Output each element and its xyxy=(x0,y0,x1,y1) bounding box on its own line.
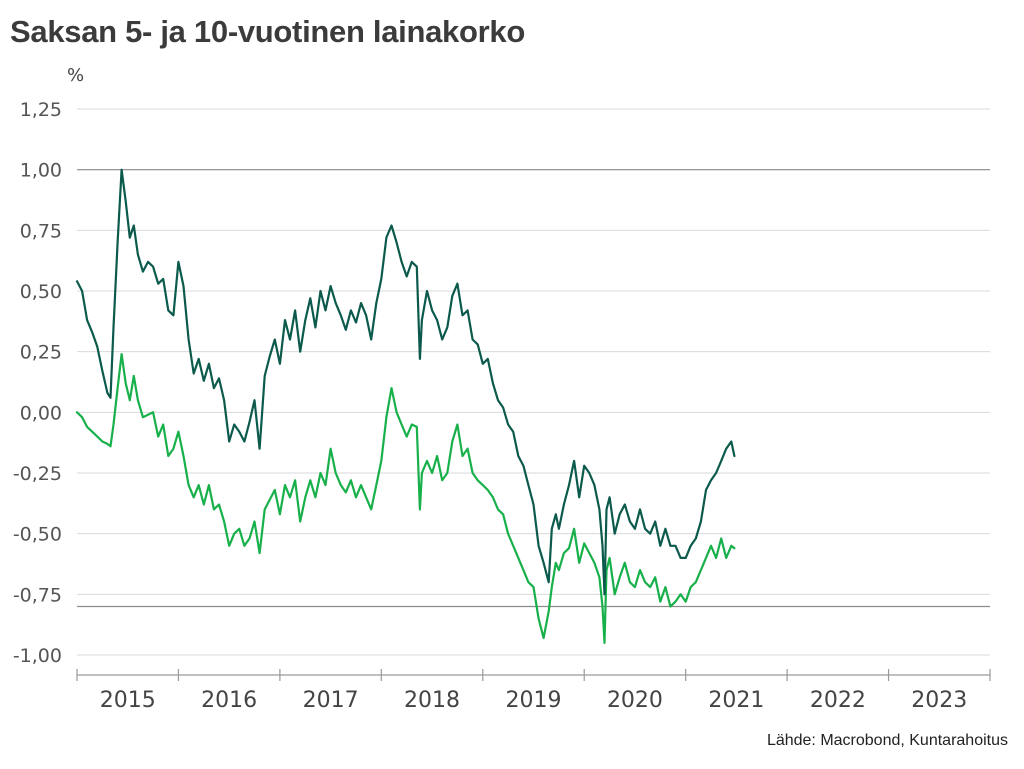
x-axis xyxy=(76,669,991,681)
x-tick-label: 2018 xyxy=(404,688,460,713)
x-tick-labels: 2015 2016 2017 2018 2019 2020 2021 2022 2023 xyxy=(100,688,968,713)
series-lines xyxy=(75,168,736,645)
x-tick-label: 2022 xyxy=(810,688,866,713)
y-tick-labels: 1,25 1,00 0,75 0,50 0,25 0,00 -0,25 -0,50 -0,75 -… xyxy=(13,99,62,667)
y-tick-label: 0,00 xyxy=(20,402,62,424)
y-tick-label: 1,25 xyxy=(20,99,62,121)
x-tick-label: 2016 xyxy=(201,688,257,713)
chart-title: Saksan 5- ja 10-vuotinen lainakorko xyxy=(10,14,525,49)
y-tick-label: 0,25 xyxy=(20,342,62,364)
grid-lines xyxy=(77,108,990,656)
y-tick-label: -0,50 xyxy=(13,524,62,546)
y-tick-label: 0,50 xyxy=(20,281,62,303)
y-tick-label: -1,00 xyxy=(13,645,62,667)
x-tick-label: 2017 xyxy=(303,688,359,713)
y-tick-label: 1,00 xyxy=(20,160,62,182)
x-tick-label: 2019 xyxy=(506,688,562,713)
y-tick-label: 0,75 xyxy=(20,220,62,242)
x-tick-label: 2015 xyxy=(100,688,156,713)
series-line-10y xyxy=(75,168,736,596)
source-note: Lähde: Macrobond, Kuntarahoitus xyxy=(766,732,1008,749)
y-tick-label: -0,75 xyxy=(13,584,62,606)
y-tick-label: -0,25 xyxy=(13,463,62,485)
series-line-5y xyxy=(75,353,736,645)
y-axis-unit-label: % xyxy=(67,65,84,86)
reference-lines xyxy=(77,169,990,608)
x-tick-label: 2020 xyxy=(607,688,663,713)
x-tick-label: 2021 xyxy=(708,688,764,713)
x-tick-label: 2023 xyxy=(911,688,967,713)
